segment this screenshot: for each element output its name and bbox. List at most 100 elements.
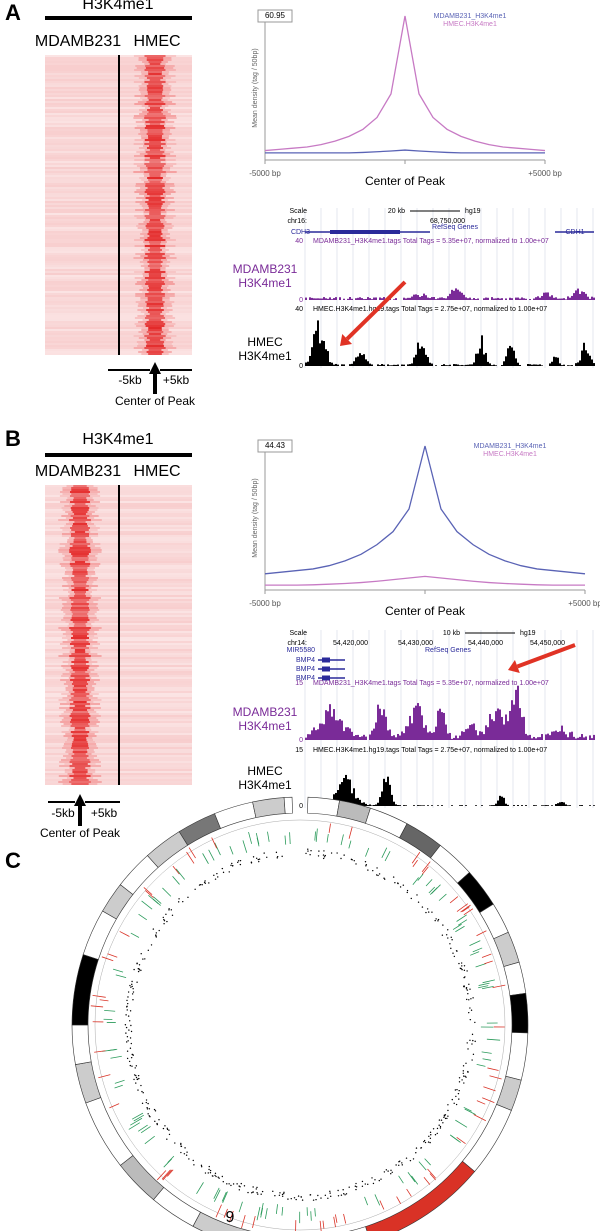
feature-dot <box>252 856 255 858</box>
heatmap-band <box>134 155 176 157</box>
heatmap-band <box>136 125 174 127</box>
heatmap-band <box>144 245 166 247</box>
heatmap-band <box>73 625 87 627</box>
feature-tick <box>172 876 180 885</box>
heatmap-band <box>136 197 174 199</box>
heatmap-band <box>142 259 168 261</box>
heatmap-band <box>133 335 177 337</box>
heatmap-band <box>61 719 99 721</box>
heatmap-band <box>147 265 163 267</box>
heatmap-band <box>69 563 91 565</box>
feature-tick <box>162 1169 173 1181</box>
heatmap-band <box>141 83 169 85</box>
feature-tick <box>221 1191 227 1202</box>
feature-tick <box>238 1201 243 1213</box>
heatmap-band <box>71 783 89 785</box>
feature-dot <box>420 1147 422 1149</box>
heatmap-band <box>148 73 162 75</box>
heatmap-band <box>67 695 93 697</box>
feature-tick <box>148 895 159 905</box>
feature-dot <box>406 891 408 894</box>
feature-tick <box>229 846 234 855</box>
coverage-bar <box>391 365 393 366</box>
feature-tick <box>248 831 253 844</box>
coverage-bar <box>371 805 373 806</box>
heatmap-band <box>74 677 86 679</box>
heatmap-band <box>144 335 166 337</box>
feature-dot <box>283 1192 285 1195</box>
coverage-bar <box>459 291 461 300</box>
feature-tick <box>364 1196 368 1206</box>
heatmap-band <box>71 615 89 617</box>
feature-dot <box>380 1178 382 1180</box>
feature-dot <box>447 1115 449 1117</box>
feature-dot <box>140 969 142 972</box>
feature-dot <box>141 1090 143 1093</box>
feature-dot <box>135 1065 138 1067</box>
coverage-bar <box>311 297 313 300</box>
coverage-bar <box>531 738 533 740</box>
coverage-bar <box>329 297 331 300</box>
feature-dot <box>402 884 405 886</box>
profile-line <box>264 445 586 575</box>
coverage-bar <box>463 365 465 366</box>
coverage-bar <box>537 296 539 300</box>
heatmap-band <box>143 213 167 215</box>
feature-tick <box>114 1079 125 1084</box>
coverage-bar <box>419 296 421 300</box>
heatmap-band <box>73 685 87 687</box>
x-tick-label: +5000 bp <box>528 169 562 178</box>
feature-dot <box>136 981 138 983</box>
feature-tick <box>326 834 329 843</box>
heatmap-band <box>66 499 94 501</box>
coverage-bar <box>413 294 415 300</box>
feature-dot <box>327 1197 329 1200</box>
heatmap-band <box>63 755 97 757</box>
feature-dot <box>449 943 451 945</box>
coverage-bar <box>579 805 581 806</box>
heatmap-band <box>144 339 166 341</box>
coverage-bar <box>381 298 383 300</box>
heatmap-band <box>62 553 98 555</box>
coverage-bar <box>329 362 331 366</box>
coverage-bar <box>499 795 501 806</box>
coverage-bar <box>585 350 587 366</box>
feature-tick <box>429 1173 436 1181</box>
x-tick-label: -5000 bp <box>249 169 281 178</box>
heatmap-band <box>147 135 163 137</box>
heatmap-band <box>149 175 161 177</box>
coverage-bar <box>509 345 511 366</box>
feature-dot <box>272 1190 274 1193</box>
feature-dot <box>200 1164 203 1167</box>
coverage-bar <box>421 805 423 806</box>
feature-tick <box>119 931 130 937</box>
coverage-bar <box>465 805 467 806</box>
coverage-bar <box>525 298 527 300</box>
feature-dot <box>192 1159 194 1162</box>
feature-dot <box>276 855 279 858</box>
feature-dot <box>126 1050 129 1052</box>
coverage-bar <box>447 733 449 740</box>
coverage-bar <box>357 797 359 806</box>
heatmap-band <box>135 253 175 255</box>
feature-dot <box>295 1198 297 1201</box>
heatmap-band <box>70 719 90 721</box>
coverage-bar <box>475 299 477 300</box>
feature-dot <box>431 911 433 913</box>
heatmap-band <box>144 75 166 77</box>
heatmap-band <box>135 293 175 295</box>
heatmap-band <box>149 181 161 183</box>
coverage-bar <box>393 801 395 806</box>
heatmap-band <box>61 507 99 509</box>
feature-dot <box>263 852 265 854</box>
coverage-bar <box>565 804 567 806</box>
coverage-bar <box>527 364 529 366</box>
feature-dot <box>138 1077 140 1080</box>
feature-tick <box>228 1210 234 1223</box>
heatmap-band <box>72 687 88 689</box>
feature-dot <box>310 850 312 852</box>
heatmap-band <box>62 509 98 511</box>
coverage-bar <box>477 353 479 366</box>
browser-text: 54,450,000 <box>530 640 565 647</box>
